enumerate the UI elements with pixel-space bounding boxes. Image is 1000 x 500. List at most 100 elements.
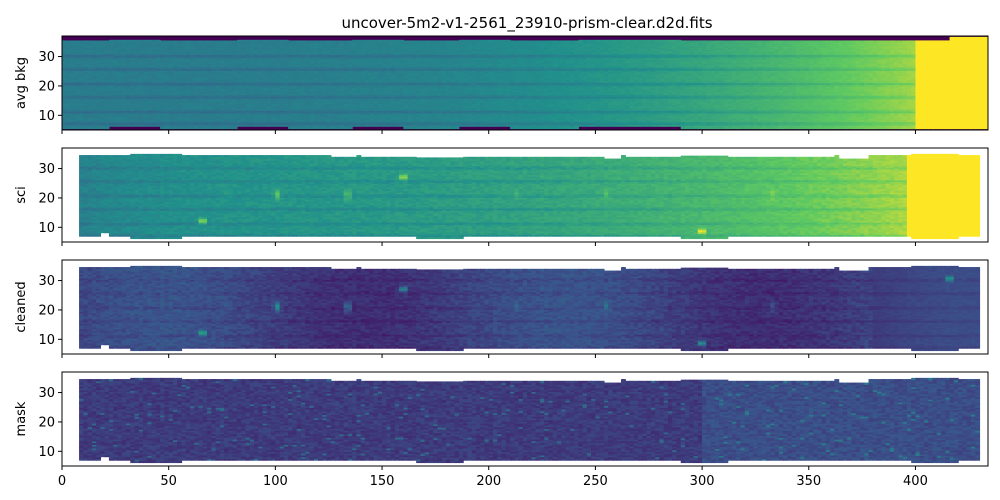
heatmap-cell [390, 57, 396, 60]
heatmap-cell [79, 107, 84, 110]
heatmap-cell [160, 72, 166, 75]
heatmap-cell [305, 87, 311, 91]
heatmap-cell [343, 63, 349, 66]
heatmap-cell [458, 101, 464, 104]
heatmap-cell [215, 117, 221, 121]
heatmap-cell [271, 90, 276, 94]
heatmap-cell [386, 59, 392, 62]
heatmap-cell [177, 52, 183, 56]
heatmap-cell [224, 52, 230, 56]
heatmap-cell [104, 70, 110, 73]
heatmap-cell [335, 109, 340, 112]
heatmap-cell [339, 109, 345, 112]
heatmap-cell [428, 47, 434, 50]
heatmap-cell [232, 114, 238, 117]
heatmap-cell [113, 89, 119, 92]
heatmap-cell [190, 79, 195, 82]
heatmap-cell [138, 62, 144, 66]
heatmap-cell [155, 59, 161, 62]
heatmap-cell [126, 48, 131, 51]
heatmap-cell [347, 54, 353, 57]
heatmap-cell [96, 107, 102, 110]
heatmap-cell [151, 76, 157, 80]
heatmap-cell [194, 86, 200, 89]
heatmap-cell [198, 103, 204, 107]
heatmap-cell [475, 41, 481, 44]
heatmap-cell [66, 79, 72, 82]
heatmap-cell [232, 72, 238, 75]
heatmap-cell [194, 65, 200, 68]
heatmap-cell [390, 76, 396, 80]
heatmap-cell [441, 58, 447, 61]
heatmap-cell [339, 112, 345, 116]
heatmap-cell [454, 107, 460, 110]
heatmap-cell [172, 98, 178, 101]
heatmap-cell [190, 40, 195, 43]
heatmap-cell [403, 93, 409, 96]
heatmap-cell [300, 56, 306, 59]
heatmap-cell [300, 107, 306, 110]
heatmap-cell [172, 100, 178, 103]
heatmap-cell [177, 110, 183, 114]
heatmap-cell [151, 92, 157, 96]
heatmap-cell [198, 58, 204, 61]
heatmap-cell [190, 123, 195, 126]
heatmap-cell [313, 47, 319, 50]
heatmap-cell [488, 80, 494, 83]
heatmap-cell [79, 119, 84, 123]
heatmap-cell [352, 75, 358, 78]
heatmap-cell [446, 49, 451, 52]
heatmap-cell [228, 98, 234, 101]
heatmap-cell [232, 79, 238, 82]
heatmap-cell [113, 82, 119, 85]
heatmap-cell [83, 43, 89, 47]
heatmap-cell [190, 125, 195, 128]
heatmap-cell [330, 114, 336, 117]
heatmap-cell [441, 93, 447, 96]
heatmap-cell [126, 57, 131, 60]
heatmap-cell [207, 82, 212, 86]
heatmap-cell [62, 73, 67, 77]
heatmap-cell [215, 95, 221, 98]
heatmap-cell [254, 103, 259, 106]
heatmap-cell [454, 121, 460, 124]
heatmap-cell [279, 41, 285, 44]
heatmap-cell [318, 123, 323, 126]
heatmap-cell [241, 80, 247, 83]
heatmap-cell [296, 73, 302, 77]
heatmap-cell [160, 75, 166, 79]
heatmap-cell [330, 65, 336, 68]
heatmap-cell [202, 107, 208, 110]
heatmap-cell [194, 82, 200, 86]
heatmap-cell [160, 125, 166, 128]
heatmap-cell [130, 89, 136, 92]
heatmap-cell [190, 47, 195, 50]
heatmap-cell [138, 76, 144, 80]
heatmap-cell [117, 76, 123, 80]
heatmap-cell [382, 99, 387, 103]
heatmap-cell [352, 106, 358, 110]
heatmap-cell [347, 96, 353, 100]
heatmap-cell [347, 50, 353, 54]
heatmap-cell [330, 58, 336, 61]
heatmap-cell [399, 76, 404, 80]
heatmap-cell [185, 100, 191, 103]
heatmap-cell [484, 101, 490, 104]
heatmap-cell [347, 59, 353, 63]
heatmap-cell [373, 85, 379, 88]
heatmap-cell [467, 89, 473, 92]
heatmap-cell [147, 106, 153, 110]
heatmap-cell [347, 63, 353, 66]
heatmap-cell [87, 47, 93, 50]
heatmap-cell [228, 63, 234, 66]
heatmap-cell [360, 94, 366, 97]
heatmap-cell [66, 105, 72, 108]
heatmap-cell [339, 43, 345, 47]
heatmap-cell [254, 69, 259, 73]
heatmap-cell [79, 77, 84, 80]
heatmap-cell [258, 62, 264, 66]
heatmap-cell [364, 92, 370, 96]
heatmap-cell [245, 52, 251, 55]
heatmap-cell [104, 119, 110, 123]
heatmap-cell [126, 80, 131, 83]
